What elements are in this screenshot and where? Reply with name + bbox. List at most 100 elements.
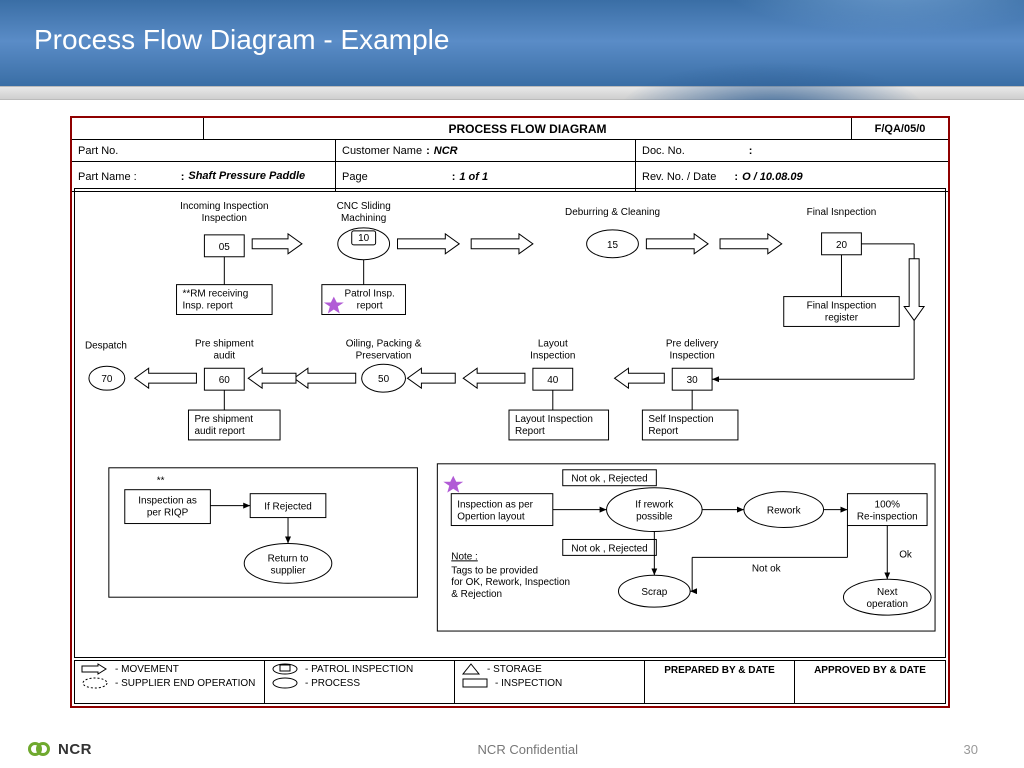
rev-label: Rev. No. / Date [642,171,716,183]
svg-text:register: register [825,312,859,323]
svg-text:Not ok , Rejected: Not ok , Rejected [571,543,647,554]
page-number: 30 [964,742,978,757]
hdr-row-1: PROCESS FLOW DIAGRAM F/QA/05/0 [72,118,948,140]
svg-text:per RIQP: per RIQP [147,508,189,519]
outer-frame: PROCESS FLOW DIAGRAM F/QA/05/0 Part No. … [70,116,950,708]
prepared-by: PREPARED BY & DATE [645,661,795,703]
svg-text:If Rejected: If Rejected [264,502,312,513]
rev-value: O / 10.08.09 [742,171,803,183]
lbl-70: Despatch [85,340,127,351]
svg-text:Self Inspection: Self Inspection [648,414,713,425]
page-cell: Page: 1 of 1 [336,162,636,191]
flow-svg: Incoming Inspection Inspection CNC Slidi… [75,189,945,657]
svg-text:audit report: audit report [194,426,245,437]
slide-footer: NCR NCR Confidential 30 [0,730,1024,768]
svg-text:10: 10 [358,233,370,244]
svg-text:Not ok , Rejected: Not ok , Rejected [571,474,647,485]
leg-patrol: - PATROL INSPECTION [305,664,413,675]
hdr-row-2: Part No. Customer Name: NCR Doc. No.: [72,140,948,162]
page-label: Page [342,171,368,183]
ncr-logo: NCR [28,740,92,758]
svg-text:& Rejection: & Rejection [451,589,502,600]
leg-supplier: - SUPPLIER END OPERATION [115,678,255,689]
svg-text:Note :: Note : [451,551,478,562]
part-no-label: Part No. [78,145,118,157]
svg-text:Inspection: Inspection [202,213,247,224]
legend-col-1: - MOVEMENT - SUPPLIER END OPERATION [75,661,265,703]
svg-text:05: 05 [219,242,231,253]
svg-text:70: 70 [101,374,113,385]
svg-text:Inspection as per: Inspection as per [457,500,533,511]
svg-text:Inspection as: Inspection as [138,496,197,507]
diagram-canvas: PROCESS FLOW DIAGRAM F/QA/05/0 Part No. … [70,116,950,708]
leg-inspection: - INSPECTION [495,678,562,689]
svg-text:audit: audit [214,350,236,361]
svg-text:Opertion layout: Opertion layout [457,512,525,523]
svg-text:40: 40 [547,375,559,386]
leg-process: - PROCESS [305,678,360,689]
svg-text:Layout: Layout [538,338,568,349]
svg-text:possible: possible [636,512,673,523]
svg-text:**: ** [157,476,165,487]
svg-text:Preservation: Preservation [356,350,412,361]
svg-text:Report: Report [515,426,545,437]
arrow-down-20 [904,259,924,321]
ncr-logo-text: NCR [58,741,92,758]
svg-text:Next: Next [877,587,898,598]
svg-text:Machining: Machining [341,213,386,224]
svg-text:Not ok: Not ok [752,563,781,574]
form-code: F/QA/05/0 [852,118,948,139]
lbl-20: Final Isnpection [807,207,877,218]
svg-text:report: report [357,301,383,312]
svg-text:Ok: Ok [899,549,912,560]
approved-by: APPROVED BY & DATE [795,661,945,703]
customer-cell: Customer Name: NCR [336,140,636,161]
svg-text:60: 60 [219,375,231,386]
svg-text:Insp. report: Insp. report [183,301,234,312]
svg-text:15: 15 [607,240,619,251]
svg-text:20: 20 [836,240,848,251]
rev-cell: Rev. No. / Date: O / 10.08.09 [636,162,948,191]
legend-bar: - MOVEMENT - SUPPLIER END OPERATION - PA… [74,660,946,704]
svg-text:Scrap: Scrap [641,587,667,598]
partname-cell: Part Name :: Shaft Pressure Paddle [72,162,336,191]
svg-text:Inspection: Inspection [670,350,715,361]
lbl-05: Incoming Inspection [180,201,268,212]
legend-col-3: - STORAGE - INSPECTION [455,661,645,703]
svg-text:Rework: Rework [767,506,801,517]
ncr-rings-icon [28,740,54,758]
svg-text:Oiling, Packing &: Oiling, Packing & [346,338,422,349]
svg-text:30: 30 [687,375,699,386]
confidential-label: NCR Confidential [478,742,578,757]
blank-cell [72,118,204,139]
customer-label: Customer Name [342,145,422,157]
svg-text:If rework: If rework [635,500,673,511]
svg-text:Report: Report [648,426,678,437]
lbl-10: CNC Sliding [337,201,391,212]
header-wave [604,0,1024,100]
svg-text:for OK, Rework, Inspection: for OK, Rework, Inspection [451,577,570,588]
svg-text:Pre shipment: Pre shipment [194,414,253,425]
svg-text:Re-inspection: Re-inspection [857,512,918,523]
lbl-15: Deburring & Cleaning [565,207,660,218]
partname-label: Part Name : [78,171,137,183]
partname-value: Shaft Pressure Paddle [188,170,305,182]
svg-text:Final Inspection: Final Inspection [807,301,877,312]
svg-text:Pre shipment: Pre shipment [195,338,254,349]
svg-text:supplier: supplier [271,565,306,576]
legend-col-2: - PATROL INSPECTION - PROCESS [265,661,455,703]
svg-text:Patrol Insp.: Patrol Insp. [345,289,395,300]
svg-text:Tags to be provided: Tags to be provided [451,565,538,576]
svg-text:50: 50 [378,374,390,385]
leg-storage: - STORAGE [487,664,542,675]
svg-text:**RM receiving: **RM receiving [183,289,249,300]
diagram-area: Incoming Inspection Inspection CNC Slidi… [74,188,946,658]
svg-text:Layout Inspection: Layout Inspection [515,414,593,425]
arrow-15-20a [646,234,708,254]
docno-label: Doc. No. [642,145,685,157]
svg-text:Inspection: Inspection [530,350,575,361]
slide-header: Process Flow Diagram - Example [0,0,1024,86]
svg-text:Pre delivery: Pre delivery [666,338,718,349]
page-value: 1 of 1 [459,171,488,183]
doc-title: PROCESS FLOW DIAGRAM [204,118,852,139]
